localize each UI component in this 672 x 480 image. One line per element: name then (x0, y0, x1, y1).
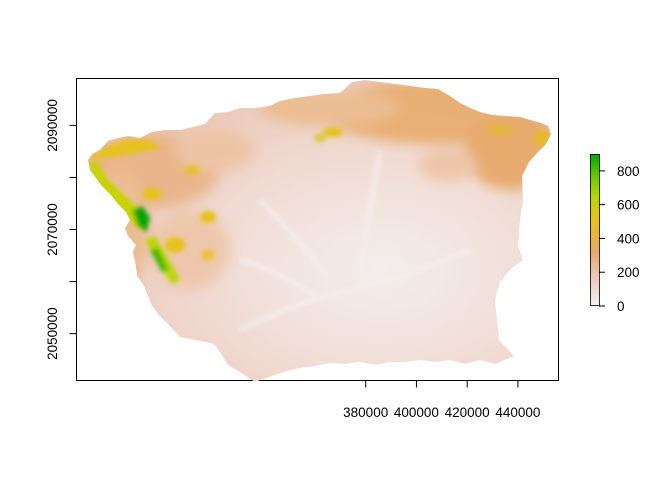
y-tick-label: 2050000 (45, 307, 60, 360)
x-tick-label: 420000 (445, 405, 490, 420)
y-tick-label: 2070000 (45, 203, 60, 256)
y-tick-label: 2090000 (45, 99, 60, 152)
x-tick-label: 440000 (495, 405, 540, 420)
legend-ticks: 0 200 400 600 800 (599, 164, 640, 314)
elevation-raster (88, 80, 551, 382)
y-axis: 2050000 2070000 2090000 (45, 99, 77, 360)
legend-tick-label: 0 (617, 299, 625, 314)
legend-tick-label: 200 (617, 265, 640, 280)
legend-tick-label: 600 (617, 198, 640, 213)
x-tick-label: 380000 (343, 405, 388, 420)
legend-colorbar (590, 154, 599, 306)
legend-tick-label: 400 (617, 231, 640, 246)
color-legend: 0 200 400 600 800 (590, 154, 640, 314)
x-tick-label: 400000 (394, 405, 439, 420)
legend-tick-label: 800 (617, 164, 640, 179)
x-axis: 380000 400000 420000 440000 (343, 380, 540, 420)
